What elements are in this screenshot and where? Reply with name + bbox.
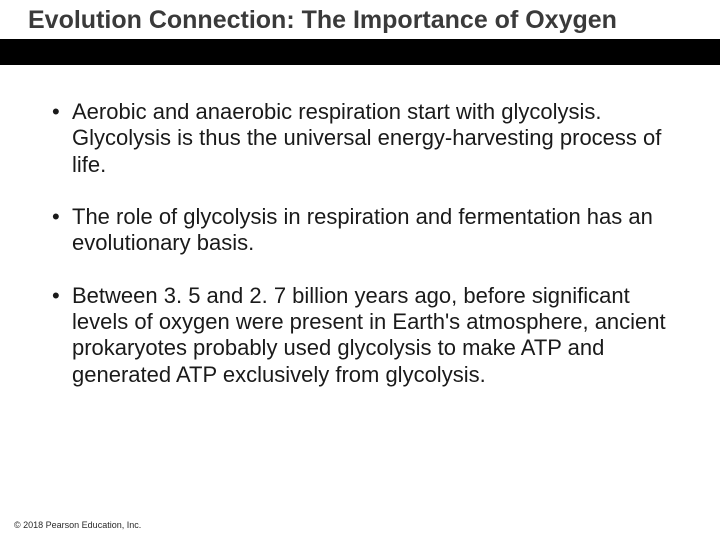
bullet-item: The role of glycolysis in respiration an… (48, 204, 672, 257)
bullet-item: Between 3. 5 and 2. 7 billion years ago,… (48, 283, 672, 389)
bullet-item: Aerobic and anaerobic respiration start … (48, 99, 672, 178)
slide-title: Evolution Connection: The Importance of … (28, 6, 720, 35)
content-area: Aerobic and anaerobic respiration start … (0, 65, 720, 389)
title-wrap: Evolution Connection: The Importance of … (0, 0, 720, 39)
header-banner: Evolution Connection: The Importance of … (0, 0, 720, 65)
bullet-list: Aerobic and anaerobic respiration start … (48, 99, 672, 389)
header-strip (0, 39, 720, 65)
copyright-footer: © 2018 Pearson Education, Inc. (14, 520, 141, 530)
